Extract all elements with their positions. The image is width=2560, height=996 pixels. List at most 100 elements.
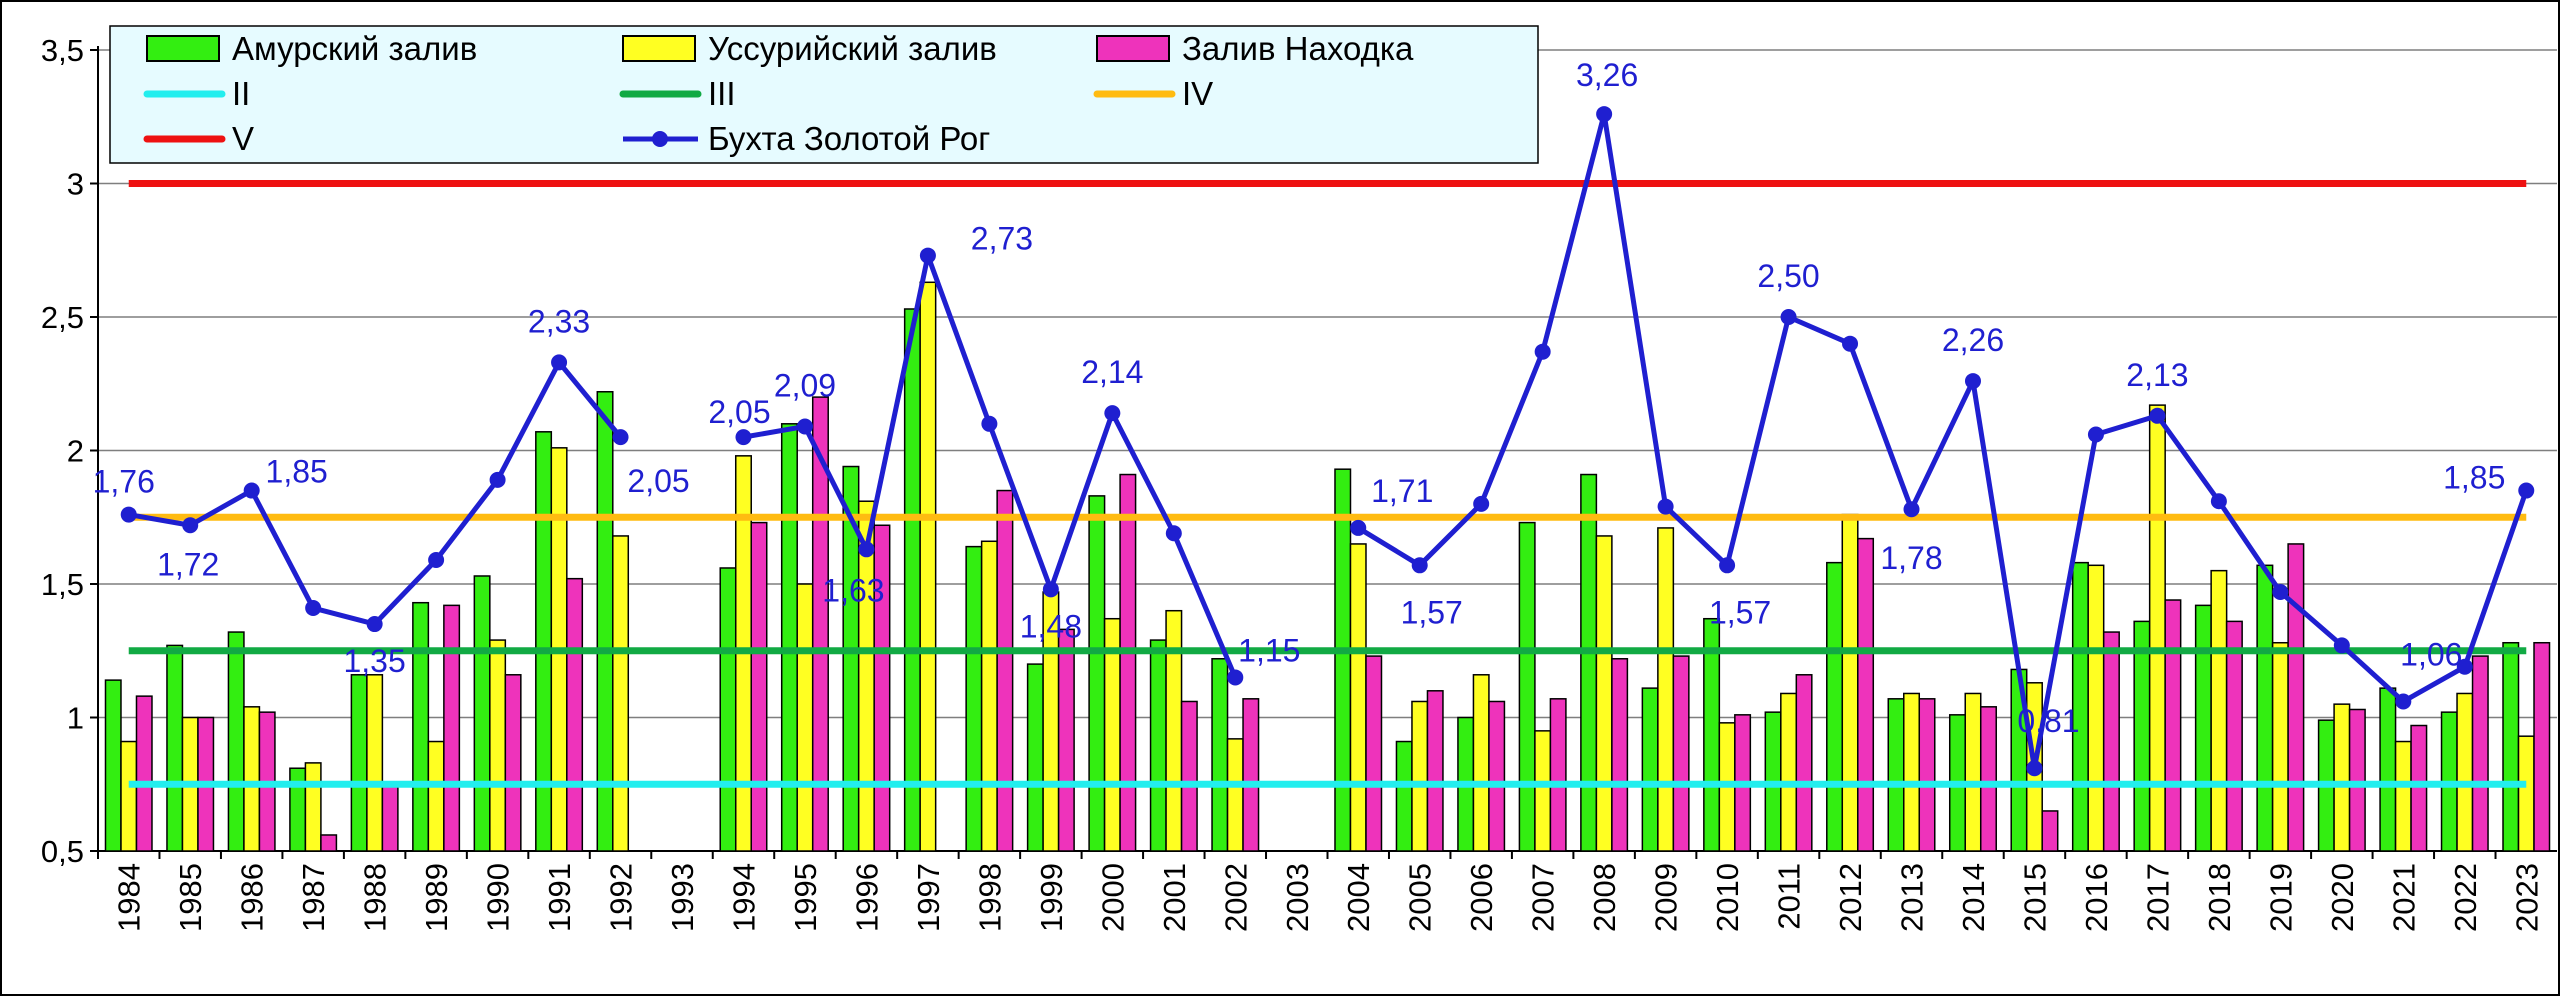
bar-Уссурийский залив: [1657, 527, 1675, 852]
legend-label: Амурский залив: [232, 30, 477, 67]
series-point: [243, 482, 260, 499]
data-label: 2,05: [627, 463, 689, 499]
bar-Уссурийский залив: [2333, 703, 2351, 852]
bar-Амурский залив: [2256, 564, 2274, 852]
series-point: [489, 471, 506, 488]
data-label: 1,76: [93, 464, 155, 500]
x-tick-label: 1997: [911, 863, 946, 932]
bar-Амурский залив: [2194, 604, 2212, 852]
x-tick-label: 1988: [358, 863, 393, 932]
x-tick-label: 2006: [1464, 863, 1499, 932]
x-tick-label: 2016: [2079, 863, 2114, 932]
data-label: 2,09: [774, 367, 836, 403]
bar-Амурский залив: [535, 431, 553, 852]
x-tick-label: 1999: [1034, 863, 1069, 932]
data-label: 1,15: [1238, 632, 1300, 668]
bar-Залив Находка: [1119, 473, 1137, 852]
x-tick-label: 2021: [2386, 863, 2421, 932]
bar-Залив Находка: [873, 524, 891, 852]
x-tick-label: 2002: [1218, 863, 1253, 932]
series-point: [1903, 501, 1920, 518]
bar-Амурский залив: [1149, 639, 1167, 852]
bar-Амурский залив: [1580, 473, 1598, 852]
data-label: 1,48: [1020, 608, 1082, 644]
series-point: [919, 247, 936, 264]
x-tick-label: 2005: [1403, 863, 1438, 932]
bar-Залив Находка: [320, 834, 338, 852]
bar-Амурский залив: [903, 308, 921, 852]
legend-swatch: [1096, 35, 1170, 62]
bar-Уссурийский залив: [1841, 513, 1859, 852]
series-point: [2149, 407, 2166, 424]
bar-Амурский залив: [289, 767, 307, 852]
series-point: [2518, 482, 2535, 499]
x-tick-label: 2013: [1895, 863, 1930, 932]
bar-Амурский залив: [965, 545, 983, 852]
bar-Амурский залив: [1887, 698, 1905, 852]
series-point: [1165, 525, 1182, 542]
bar-Амурский залив: [2133, 620, 2151, 852]
bar-Залив Находка: [1979, 706, 1997, 852]
data-label: 2,13: [2126, 357, 2188, 393]
x-tick-label: 2001: [1157, 863, 1192, 932]
bar-Уссурийский залив: [1964, 692, 1982, 852]
bar-Уссурийский залив: [366, 674, 384, 852]
x-tick-label: 1992: [604, 863, 639, 932]
series-point: [1104, 405, 1121, 422]
x-tick-label: 2020: [2325, 863, 2360, 932]
x-tick-label: 2014: [1956, 863, 1991, 932]
bar-Залив Находка: [2164, 599, 2182, 852]
bar-Уссурийский залив: [2394, 740, 2412, 852]
series-point: [366, 616, 383, 633]
series-point: [981, 415, 998, 432]
x-tick-label: 2012: [1833, 863, 1868, 932]
bar-Залив Находка: [1488, 700, 1506, 852]
series-point: [551, 354, 568, 371]
x-tick-label: 1995: [788, 863, 823, 932]
bar-Уссурийский залив: [1903, 692, 1921, 852]
series-point: [182, 517, 199, 534]
series-point: [1842, 335, 1859, 352]
legend-label: III: [708, 75, 736, 112]
series-point: [2272, 584, 2289, 601]
bar-Амурский залив: [719, 567, 737, 852]
series-point: [858, 541, 875, 558]
series-point: [2087, 426, 2104, 443]
series-point: [120, 506, 137, 523]
data-label: 3,26: [1576, 57, 1638, 93]
data-label: 2,14: [1081, 354, 1143, 390]
data-label: 2,33: [528, 303, 590, 339]
x-tick-label: 2019: [2263, 863, 2298, 932]
series-point: [1596, 106, 1613, 123]
series-point: [2333, 637, 2350, 654]
series-point: [1227, 669, 1244, 686]
bar-Уссурийский залив: [1534, 730, 1552, 852]
bar-Уссурийский залив: [980, 540, 998, 852]
data-label: 1,57: [1709, 594, 1771, 630]
legend-label: Залив Находка: [1182, 30, 1414, 67]
bar-Амурский залив: [1395, 740, 1413, 852]
bar-Амурский залив: [1826, 561, 1844, 852]
y-tick-label: 3,5: [41, 33, 84, 68]
bar-Залив Находка: [1795, 674, 1813, 852]
bar-Залив Находка: [2102, 631, 2120, 852]
bar-Залив Находка: [750, 521, 768, 852]
series-point: [2026, 760, 2043, 777]
x-tick-label: 2010: [1710, 863, 1745, 932]
bar-Залив Находка: [2225, 620, 2243, 852]
data-label: 1,71: [1371, 473, 1433, 509]
bar-Залив Находка: [1365, 655, 1383, 852]
series-point: [2210, 493, 2227, 510]
bar-Уссурийский залив: [2456, 692, 2474, 852]
bar-Залив Находка: [1426, 690, 1444, 852]
bar-Залив Находка: [1180, 700, 1198, 852]
bar-Амурский залив: [350, 674, 368, 852]
data-label: 2,73: [971, 221, 1033, 257]
x-tick-label: 1989: [419, 863, 454, 932]
bar-Уссурийский залив: [1595, 535, 1613, 852]
x-tick-label: 2007: [1526, 863, 1561, 932]
series-point: [428, 551, 445, 568]
bar-Залив Находка: [2287, 543, 2305, 852]
x-tick-label: 1993: [665, 863, 700, 932]
